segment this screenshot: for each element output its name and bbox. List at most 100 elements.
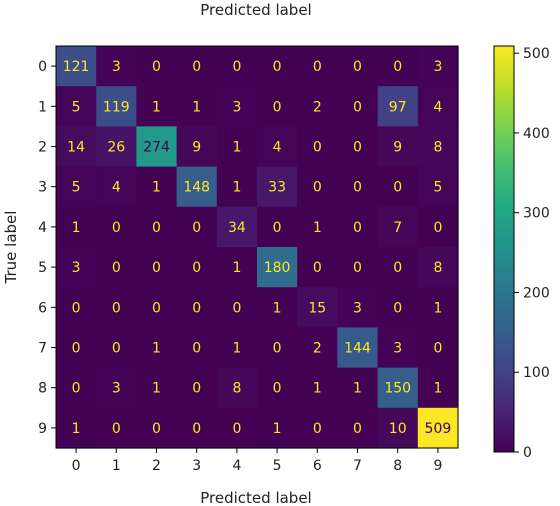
heatmap-cell bbox=[297, 407, 338, 449]
heatmap-cell bbox=[176, 247, 218, 288]
cell-value-label: 1 bbox=[232, 341, 241, 357]
cell-value-label: 5 bbox=[72, 180, 81, 196]
heatmap-cell bbox=[96, 407, 137, 449]
cell-value-label: 3 bbox=[112, 381, 121, 397]
y-tick-label: 3 bbox=[38, 180, 47, 196]
cell-value-label: 1 bbox=[232, 260, 241, 276]
cell-value-label: 26 bbox=[107, 140, 125, 156]
cell-value-label: 5 bbox=[72, 99, 81, 115]
heatmap-cell bbox=[176, 206, 218, 248]
x-tick-label: 7 bbox=[353, 458, 362, 474]
y-axis-label: True label bbox=[2, 211, 20, 285]
y-tick-label: 2 bbox=[38, 140, 47, 156]
heatmap-cell bbox=[377, 327, 419, 369]
cell-value-label: 1 bbox=[433, 300, 442, 316]
heatmap-cell bbox=[377, 247, 419, 288]
heatmap-cell bbox=[257, 86, 298, 127]
cell-value-label: 1 bbox=[72, 220, 81, 236]
heatmap-cell bbox=[417, 367, 459, 409]
x-tick-label: 2 bbox=[152, 458, 161, 474]
heatmap-cell bbox=[377, 46, 419, 87]
heatmap-cell bbox=[176, 86, 218, 127]
heatmap-cell bbox=[176, 287, 218, 328]
heatmap-cell bbox=[297, 46, 338, 87]
heatmap-cell bbox=[56, 367, 97, 409]
cell-value-label: 0 bbox=[192, 341, 201, 357]
cell-value-label: 0 bbox=[273, 59, 282, 75]
heatmap-cell bbox=[417, 126, 459, 168]
heatmap-cell bbox=[337, 126, 379, 168]
heatmap-cell bbox=[56, 407, 97, 449]
heatmap-cell bbox=[377, 206, 419, 248]
heatmap-cell bbox=[216, 327, 258, 369]
heatmap-cell bbox=[337, 166, 379, 208]
heatmap-cell bbox=[337, 206, 379, 248]
cell-value-label: 0 bbox=[232, 421, 241, 437]
cell-value-label: 15 bbox=[308, 300, 326, 316]
cell-value-label: 121 bbox=[63, 59, 90, 75]
cell-value-label: 0 bbox=[353, 421, 362, 437]
heatmap-cell bbox=[377, 367, 419, 409]
heatmap-cell bbox=[257, 367, 298, 409]
cell-value-label: 1 bbox=[232, 180, 241, 196]
cell-value-label: 119 bbox=[103, 99, 130, 115]
heatmap-cell bbox=[136, 367, 178, 409]
heatmap-cell bbox=[216, 206, 258, 248]
cell-value-label: 9 bbox=[192, 140, 201, 156]
heatmap-cell bbox=[216, 46, 258, 87]
heatmap-cell bbox=[216, 86, 258, 127]
cell-value-label: 33 bbox=[268, 180, 286, 196]
heatmap-cell bbox=[257, 46, 298, 87]
cell-value-label: 1 bbox=[192, 99, 201, 115]
x-axis-ticks: 0 1 2 3 4 5 6 7 8 9 bbox=[72, 448, 442, 474]
cell-value-label: 3 bbox=[393, 341, 402, 357]
cell-value-label: 1 bbox=[273, 300, 282, 316]
heatmap-cell bbox=[136, 327, 178, 369]
heatmap-cell bbox=[136, 247, 178, 288]
heatmap-cell bbox=[417, 46, 459, 87]
cell-value-label: 2 bbox=[313, 99, 322, 115]
y-tick-label: 8 bbox=[38, 381, 47, 397]
heatmap-cell bbox=[377, 287, 419, 328]
colorbar-tick-label: 300 bbox=[523, 206, 550, 222]
cell-value-label: 0 bbox=[192, 421, 201, 437]
heatmap-cell bbox=[96, 287, 137, 328]
cell-value-label: 10 bbox=[389, 421, 407, 437]
cell-value-label: 0 bbox=[393, 260, 402, 276]
heatmap-cell bbox=[56, 126, 97, 168]
heatmap-cell bbox=[337, 367, 379, 409]
heatmap-cell bbox=[56, 206, 97, 248]
heatmap-cell bbox=[56, 166, 97, 208]
heatmap-cell bbox=[176, 367, 218, 409]
heatmap-cell bbox=[377, 166, 419, 208]
x-tick-label: 6 bbox=[313, 458, 322, 474]
y-tick-label: 6 bbox=[38, 300, 47, 316]
colorbar bbox=[493, 45, 515, 453]
cell-value-label: 0 bbox=[72, 341, 81, 357]
heatmap-cell bbox=[417, 206, 459, 248]
plot-frame bbox=[55, 45, 459, 449]
cell-values: 121 3 0 0 0 0 0 0 0 35 119 1 1 3 0 2 0 97 414 26 274 9 1 4 0 0 9 85… bbox=[63, 59, 452, 437]
heatmap-cell bbox=[417, 247, 459, 288]
heatmap-cell bbox=[96, 166, 137, 208]
heatmap-cell bbox=[417, 407, 459, 449]
cell-value-label: 150 bbox=[384, 381, 411, 397]
cell-value-label: 0 bbox=[112, 300, 121, 316]
heatmap-cell bbox=[136, 86, 178, 127]
heatmap-cell bbox=[216, 126, 258, 168]
cell-value-label: 0 bbox=[313, 180, 322, 196]
cell-value-label: 0 bbox=[112, 220, 121, 236]
cell-value-label: 0 bbox=[192, 220, 201, 236]
colorbar-tick-label: 400 bbox=[523, 126, 550, 142]
heatmap-cell bbox=[176, 46, 218, 87]
heatmap-cell bbox=[337, 327, 379, 369]
heatmap-cell bbox=[257, 166, 298, 208]
heatmap-cell bbox=[337, 287, 379, 328]
x-tick-label: 3 bbox=[192, 458, 201, 474]
heatmap-cell bbox=[56, 287, 97, 328]
heatmap-cell bbox=[136, 206, 178, 248]
colorbar-tick-label: 0 bbox=[523, 445, 532, 461]
cell-value-label: 0 bbox=[353, 140, 362, 156]
cell-value-label: 0 bbox=[152, 421, 161, 437]
colorbar-ticks: 0 100 200 300 400 500 bbox=[514, 46, 550, 461]
